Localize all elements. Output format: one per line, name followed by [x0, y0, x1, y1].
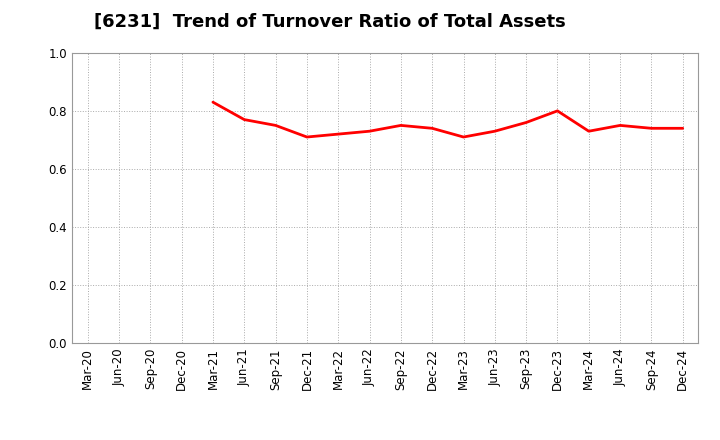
- Text: [6231]  Trend of Turnover Ratio of Total Assets: [6231] Trend of Turnover Ratio of Total …: [94, 13, 565, 31]
